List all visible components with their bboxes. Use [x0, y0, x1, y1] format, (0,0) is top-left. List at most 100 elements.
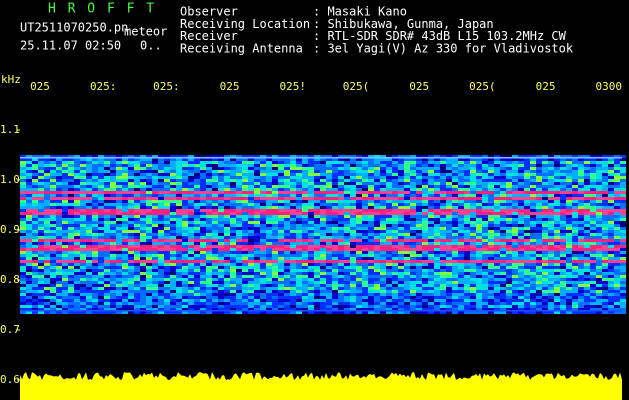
noise [338, 212, 344, 215]
noise [452, 176, 458, 179]
noise [572, 299, 578, 302]
noise [482, 227, 488, 230]
noise [500, 188, 506, 191]
noise [350, 158, 356, 161]
noise [338, 155, 344, 158]
noise [416, 284, 422, 287]
noise [38, 209, 44, 212]
noise [590, 266, 596, 269]
noise [140, 164, 146, 167]
field-label: Receiving Location [180, 17, 310, 31]
noise [38, 260, 44, 263]
noise [410, 188, 416, 191]
noise [152, 194, 158, 197]
noise [338, 167, 344, 170]
noise [554, 269, 560, 272]
noise [272, 173, 278, 176]
noise [548, 170, 554, 173]
noise [98, 278, 104, 281]
noise [584, 188, 590, 191]
noise [452, 167, 458, 170]
noise [308, 248, 314, 251]
noise [464, 272, 470, 275]
noise [272, 218, 278, 221]
noise [44, 158, 50, 161]
noise [308, 209, 314, 212]
noise [152, 182, 158, 185]
noise [356, 182, 362, 185]
noise [290, 257, 296, 260]
noise [446, 224, 452, 227]
noise [74, 272, 80, 275]
noise [530, 158, 536, 161]
noise [110, 191, 116, 194]
noise [602, 182, 608, 185]
noise [602, 293, 608, 296]
noise [290, 182, 296, 185]
noise [32, 155, 38, 158]
noise [524, 275, 530, 278]
noise [218, 251, 224, 254]
noise [200, 290, 206, 293]
noise [182, 254, 188, 257]
noise [194, 287, 200, 290]
noise [416, 260, 422, 263]
noise [134, 254, 140, 257]
noise [320, 170, 326, 173]
noise [488, 293, 494, 296]
noise [122, 161, 128, 164]
noise [350, 284, 356, 287]
noise [272, 272, 278, 275]
noise [338, 224, 344, 227]
noise [458, 221, 464, 224]
noise [416, 197, 422, 200]
noise [602, 170, 608, 173]
noise [620, 254, 626, 257]
noise [278, 266, 284, 269]
noise [512, 218, 518, 221]
noise [110, 230, 116, 233]
noise [44, 209, 50, 212]
noise [476, 269, 482, 272]
noise [20, 251, 26, 254]
noise [110, 218, 116, 221]
noise [20, 263, 26, 266]
noise [182, 290, 188, 293]
noise [350, 263, 356, 266]
noise [128, 227, 134, 230]
noise [170, 248, 176, 251]
noise [566, 248, 572, 251]
noise [50, 167, 56, 170]
noise [158, 263, 164, 266]
noise [440, 281, 446, 284]
noise [548, 251, 554, 254]
noise [74, 293, 80, 296]
noise [542, 236, 548, 239]
noise [500, 212, 506, 215]
noise [248, 263, 254, 266]
noise [284, 254, 290, 257]
noise [128, 203, 134, 206]
noise [158, 215, 164, 218]
noise [350, 236, 356, 239]
noise [422, 203, 428, 206]
noise [116, 227, 122, 230]
noise [440, 218, 446, 221]
noise [218, 212, 224, 215]
noise [446, 155, 452, 158]
noise [182, 272, 188, 275]
noise [218, 281, 224, 284]
noise [116, 218, 122, 221]
noise [572, 155, 578, 158]
noise [506, 269, 512, 272]
noise [56, 164, 62, 167]
noise [236, 191, 242, 194]
noise [374, 161, 380, 164]
noise [92, 263, 98, 266]
noise [536, 218, 542, 221]
noise [590, 272, 596, 275]
noise [512, 281, 518, 284]
noise [398, 170, 404, 173]
noise [38, 251, 44, 254]
noise [254, 266, 260, 269]
